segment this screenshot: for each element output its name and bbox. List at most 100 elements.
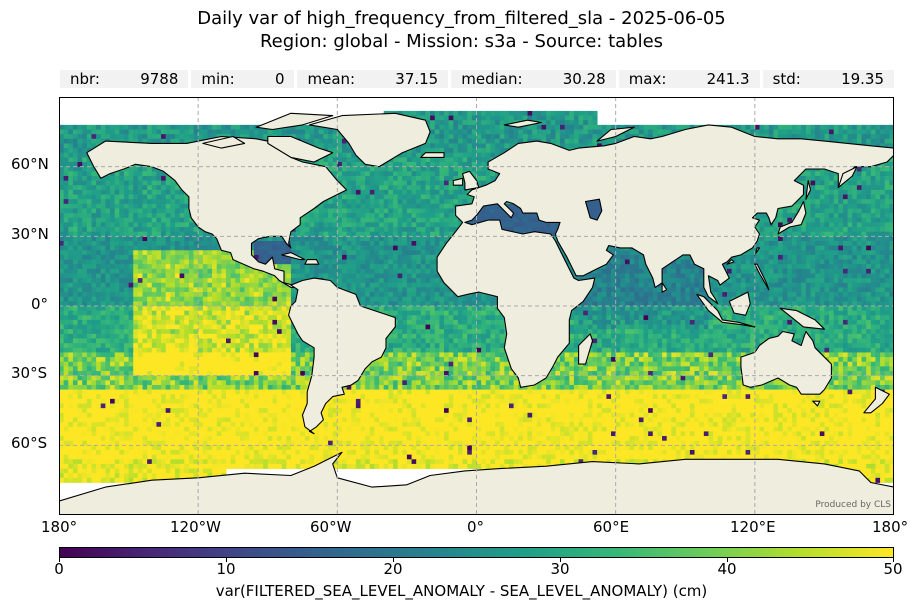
data-cell	[824, 208, 830, 214]
data-cell	[156, 185, 162, 191]
data-cell	[337, 245, 343, 251]
data-cell	[323, 203, 329, 209]
data-cell	[856, 217, 862, 223]
data-cell	[508, 129, 515, 135]
data-cell	[59, 152, 65, 158]
data-cell	[290, 129, 296, 135]
data-cell	[91, 189, 97, 195]
data-cell	[536, 222, 542, 228]
data-cell	[852, 138, 858, 144]
data-cell	[337, 222, 343, 228]
data-cell	[114, 185, 120, 191]
data-cell	[161, 194, 167, 200]
data-cell	[745, 124, 751, 130]
data-cell	[137, 166, 143, 172]
data-cell	[402, 185, 408, 191]
data-cell	[323, 240, 329, 247]
data-cell	[318, 236, 324, 242]
data-cell	[188, 236, 194, 242]
data-cell	[833, 222, 839, 228]
data-cell	[476, 110, 482, 116]
data-cell	[838, 194, 844, 200]
data-cell	[198, 236, 204, 242]
data-cell	[110, 222, 116, 228]
data-cell	[105, 194, 111, 200]
data-cell	[207, 240, 213, 247]
data-cell	[824, 180, 830, 186]
data-cell	[861, 213, 867, 219]
data-cell	[778, 129, 784, 135]
data-cell	[96, 227, 102, 233]
data-cell	[764, 227, 770, 233]
data-cell	[861, 185, 867, 191]
data-cell	[416, 194, 422, 200]
data-cell	[842, 194, 849, 200]
data-cell	[875, 129, 881, 135]
data-cell	[383, 175, 389, 181]
data-cell	[59, 129, 65, 135]
data-cell	[151, 166, 157, 172]
data-cell	[764, 134, 770, 140]
data-cell	[522, 124, 528, 130]
data-cell	[471, 148, 477, 154]
data-cell	[815, 189, 821, 195]
data-cell	[448, 203, 454, 209]
data-cell	[91, 143, 97, 149]
data-cell	[476, 171, 482, 177]
data-cell	[815, 134, 821, 140]
data-cell	[188, 245, 194, 251]
data-cell	[829, 194, 835, 200]
data-cell	[72, 199, 78, 205]
data-cell	[119, 245, 125, 251]
data-cell	[495, 115, 501, 121]
data-cell	[411, 240, 417, 247]
data-cell	[72, 240, 78, 247]
data-cell	[133, 227, 139, 233]
data-cell	[72, 231, 78, 237]
data-cell	[453, 222, 459, 228]
data-cell	[652, 129, 658, 135]
data-cell	[351, 245, 357, 251]
data-cell	[105, 236, 111, 242]
data-cell	[226, 124, 232, 130]
data-cell	[388, 245, 394, 251]
data-cell	[123, 180, 129, 186]
data-cell	[151, 129, 157, 135]
data-cell	[615, 124, 621, 130]
data-cell	[560, 143, 566, 149]
data-cell	[393, 199, 399, 205]
data-cell	[736, 124, 742, 130]
data-cell	[188, 222, 194, 228]
data-cell	[123, 199, 129, 205]
data-cell	[852, 124, 858, 130]
data-cell	[216, 124, 222, 130]
data-cell	[411, 217, 417, 223]
data-cell	[179, 213, 185, 219]
data-cell	[137, 189, 143, 195]
data-cell	[263, 129, 269, 135]
data-cell	[615, 245, 621, 251]
data-cell	[444, 110, 450, 116]
data-cell	[425, 138, 431, 144]
data-cell	[114, 240, 120, 247]
data-cell	[448, 222, 454, 228]
data-cell	[439, 185, 445, 191]
data-cell	[444, 152, 450, 158]
data-cell	[300, 245, 306, 251]
data-cell	[86, 240, 92, 247]
data-cell	[82, 171, 88, 177]
data-cell	[100, 217, 106, 223]
data-cell	[833, 124, 839, 130]
data-cell	[374, 194, 380, 200]
data-cell	[72, 236, 78, 242]
data-cell	[880, 171, 886, 177]
data-cell	[369, 245, 375, 251]
data-cell	[833, 199, 839, 205]
data-cell	[346, 162, 352, 168]
data-cell	[420, 236, 426, 242]
data-cell	[416, 240, 422, 247]
data-cell	[476, 138, 482, 144]
data-cell	[889, 236, 894, 242]
data-cell	[72, 138, 78, 144]
data-cell	[833, 213, 839, 219]
